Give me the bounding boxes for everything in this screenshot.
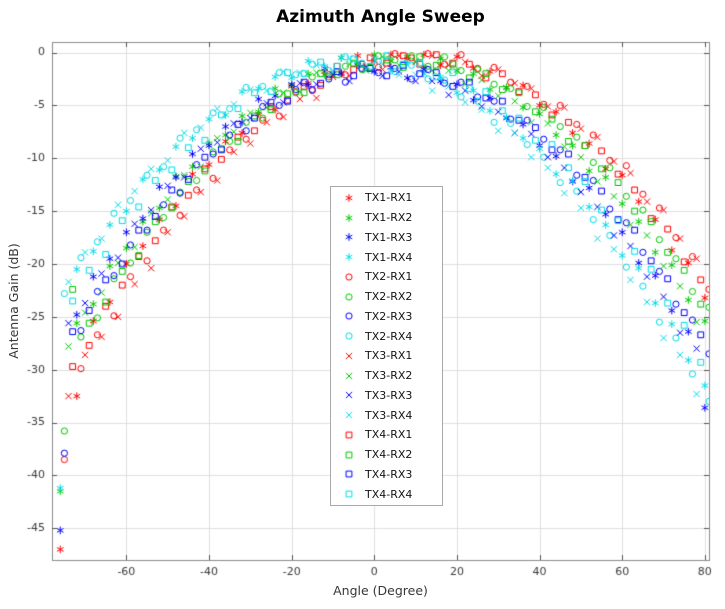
legend-label: TX3-RX1	[365, 349, 413, 363]
legend-marker-icon	[334, 447, 364, 462]
legend-item: TX3-RX1	[331, 347, 442, 365]
legend-label: TX4-RX4	[365, 487, 413, 501]
legend-label: TX2-RX1	[365, 270, 413, 284]
legend-marker-icon	[334, 309, 364, 324]
x-axis-label: Angle (Degree)	[333, 583, 428, 598]
legend-marker-icon	[334, 250, 364, 265]
legend-item: TX2-RX1	[331, 268, 442, 286]
legend-label: TX1-RX4	[365, 250, 413, 264]
legend-marker-icon	[334, 388, 364, 403]
legend-marker-icon	[334, 230, 364, 245]
legend-item: TX2-RX3	[331, 307, 442, 325]
legend-label: TX1-RX1	[365, 191, 413, 205]
legend-marker-icon	[334, 190, 364, 205]
legend-label: TX4-RX2	[365, 448, 413, 462]
legend-label: TX2-RX2	[365, 290, 413, 304]
legend-item: TX3-RX3	[331, 386, 442, 404]
legend-item: TX2-RX2	[331, 288, 442, 306]
legend-label: TX4-RX1	[365, 428, 413, 442]
legend-marker-icon	[334, 427, 364, 442]
legend-item: TX1-RX2	[331, 209, 442, 227]
legend-item: TX1-RX3	[331, 228, 442, 246]
legend-marker-icon	[334, 210, 364, 225]
legend-marker-icon	[334, 329, 364, 344]
legend-label: TX2-RX3	[365, 309, 413, 323]
legend-label: TX3-RX2	[365, 369, 413, 383]
legend-marker-icon	[334, 269, 364, 284]
legend-label: TX3-RX4	[365, 408, 413, 422]
chart-title: Azimuth Angle Sweep	[276, 7, 485, 27]
legend-item: TX2-RX4	[331, 327, 442, 345]
legend-item: TX3-RX4	[331, 406, 442, 424]
y-axis-label: Antenna Gain (dB)	[6, 243, 21, 359]
legend-item: TX4-RX3	[331, 465, 442, 483]
legend-item: TX3-RX2	[331, 367, 442, 385]
legend-label: TX1-RX3	[365, 230, 413, 244]
legend-label: TX2-RX4	[365, 329, 413, 343]
legend-item: TX1-RX1	[331, 189, 442, 207]
legend-label: TX4-RX3	[365, 467, 413, 481]
legend: TX1-RX1 TX1-RX2 TX1-RX3 TX1-RX4 TX2-RX1 TX2-R…	[330, 186, 443, 506]
legend-marker-icon	[334, 348, 364, 363]
legend-item: TX4-RX1	[331, 426, 442, 444]
legend-item: TX1-RX4	[331, 248, 442, 266]
legend-marker-icon	[334, 487, 364, 502]
legend-item: TX4-RX4	[331, 485, 442, 503]
legend-label: TX1-RX2	[365, 211, 413, 225]
legend-marker-icon	[334, 289, 364, 304]
legend-item: TX4-RX2	[331, 446, 442, 464]
legend-marker-icon	[334, 368, 364, 383]
legend-label: TX3-RX3	[365, 388, 413, 402]
legend-marker-icon	[334, 408, 364, 423]
legend-marker-icon	[334, 467, 364, 482]
